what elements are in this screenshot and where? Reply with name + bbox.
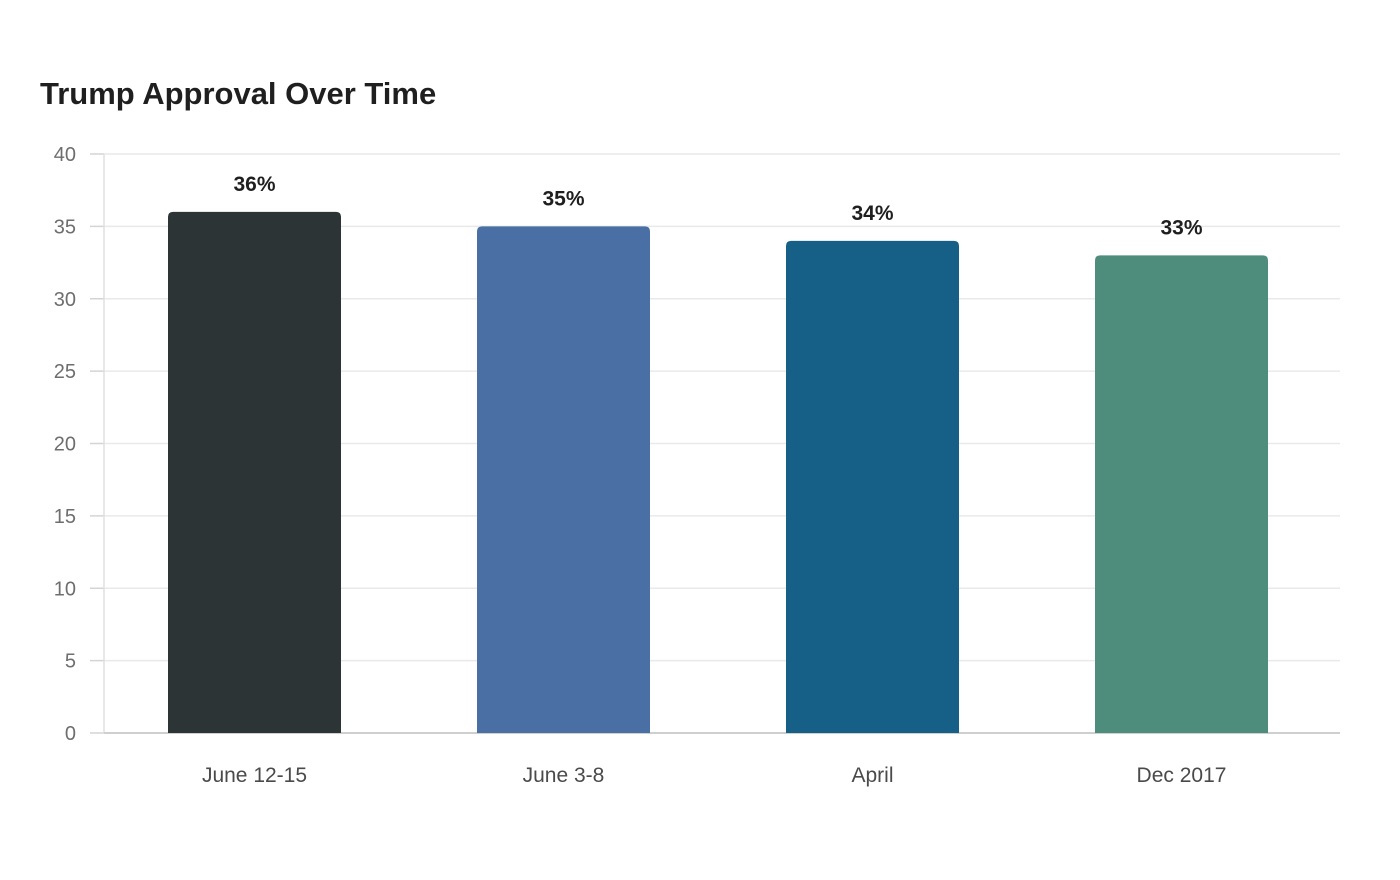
- bars: [168, 211, 1268, 733]
- y-tick-label: 15: [54, 506, 76, 528]
- bar-2: [477, 226, 650, 733]
- x-axis-categories: June 12-15 June 3-8 April Dec 2017: [202, 764, 1227, 787]
- data-label-4: 33%: [1160, 216, 1202, 239]
- y-tick-label: 0: [65, 723, 76, 745]
- data-label-3: 34%: [851, 202, 893, 225]
- bar-3: [786, 240, 959, 733]
- y-tick-label: 5: [65, 651, 76, 673]
- category-label-1: June 12-15: [202, 764, 307, 787]
- y-tick-label: 20: [54, 434, 76, 456]
- y-tick-label: 30: [54, 289, 76, 311]
- category-label-3: April: [851, 764, 893, 787]
- data-labels: 36% 35% 34% 33%: [233, 173, 1202, 239]
- data-label-2: 35%: [542, 187, 584, 210]
- y-axis-ticks: 0 5 10 15 20 25 30 35 40: [54, 144, 104, 745]
- y-tick-label: 35: [54, 216, 76, 238]
- category-label-4: Dec 2017: [1137, 764, 1227, 787]
- chart-title: Trump Approval Over Time: [40, 76, 437, 111]
- bar-1: [168, 211, 341, 733]
- y-tick-label: 25: [54, 361, 76, 383]
- y-tick-label: 10: [54, 578, 76, 600]
- data-label-1: 36%: [233, 173, 275, 196]
- bar-4: [1095, 255, 1268, 733]
- y-tick-label: 40: [54, 144, 76, 166]
- category-label-2: June 3-8: [523, 764, 605, 787]
